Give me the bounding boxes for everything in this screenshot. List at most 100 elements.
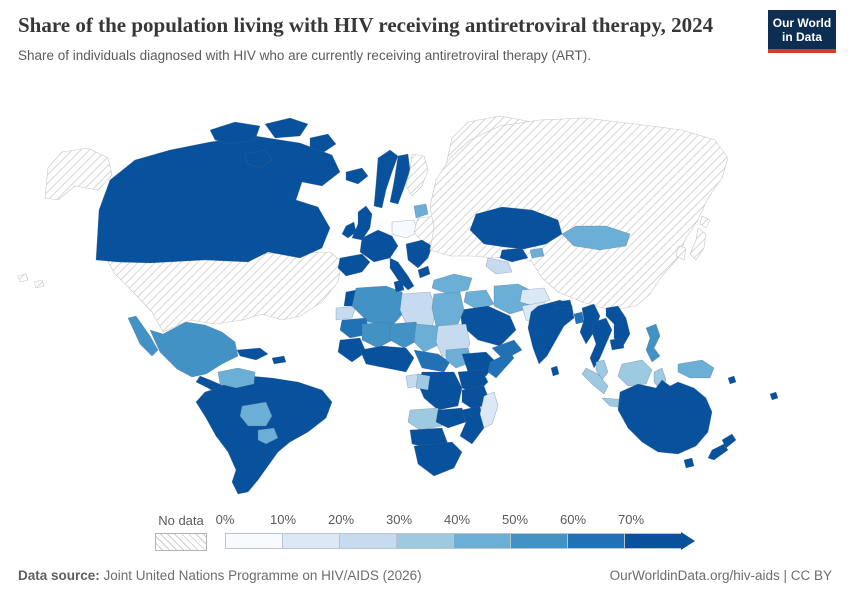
legend-bin-2[interactable] bbox=[339, 533, 397, 549]
map-region-congo[interactable]: Congo bbox=[415, 373, 431, 391]
map-region-uzbekistan[interactable]: Uzbekistan bbox=[499, 247, 529, 263]
map-region-finland[interactable]: Finland bbox=[405, 153, 429, 197]
map-region-norway[interactable]: Norway bbox=[373, 149, 399, 209]
map-region-senegal-guinea[interactable]: Senegal & Guinea bbox=[337, 337, 367, 363]
map-region-new-zealand[interactable]: New Zealand bbox=[707, 433, 737, 461]
map-region-madagascar[interactable]: Madagascar bbox=[479, 391, 499, 429]
map-region-western-sahara[interactable]: Western Sahara bbox=[335, 305, 357, 321]
legend-bin-4[interactable] bbox=[453, 533, 511, 549]
map-region-central-europe[interactable]: Poland & Central Europe bbox=[391, 219, 419, 239]
legend-arrow-70plus bbox=[681, 532, 695, 550]
map-region-algeria[interactable]: Algeria bbox=[351, 285, 407, 327]
owid-logo-text: Our World in Data bbox=[768, 10, 836, 49]
map-region-mali[interactable]: Mali bbox=[361, 321, 397, 349]
map-region-kyrgyzstan[interactable]: Kyrgyzstan bbox=[529, 247, 545, 259]
map-region-mexico[interactable]: Mexico bbox=[127, 315, 239, 378]
map-region-borneo[interactable]: Borneo bbox=[617, 359, 653, 387]
map-region-zambia[interactable]: Zambia bbox=[435, 407, 467, 429]
no-data-hatch-swatch bbox=[155, 533, 207, 551]
map-region-tunisia[interactable]: Tunisia bbox=[393, 279, 405, 293]
map-region-sri-lanka[interactable]: Sri Lanka bbox=[550, 365, 560, 377]
map-region-ireland[interactable]: Ireland bbox=[341, 221, 357, 239]
legend-bin-7[interactable] bbox=[624, 533, 682, 549]
map-region-chad[interactable]: Chad bbox=[413, 323, 441, 353]
world-choropleth-map[interactable]: GreenlandAlaska (United States)United St… bbox=[10, 110, 840, 508]
map-region-sumatra[interactable]: Sumatra (Indonesia) bbox=[581, 367, 609, 395]
map-region-philippines[interactable]: Philippines bbox=[645, 323, 661, 363]
legend-tick-70: 70% bbox=[617, 512, 645, 527]
map-region-turkey[interactable]: Turkey bbox=[431, 273, 473, 295]
legend-tick-10: 10% bbox=[269, 512, 297, 527]
map-region-myanmar[interactable]: Myanmar bbox=[579, 303, 601, 345]
legend-bin-1[interactable] bbox=[282, 533, 340, 549]
data-source-label: Data source: bbox=[18, 568, 100, 583]
map-region-usa[interactable]: United States bbox=[105, 251, 343, 333]
legend-tick-20: 20% bbox=[327, 512, 355, 527]
map-region-iceland[interactable]: Iceland bbox=[345, 167, 369, 185]
map-region-alaska[interactable]: Alaska (United States) bbox=[44, 147, 113, 201]
footer: Data source: Joint United Nations Progra… bbox=[18, 566, 832, 585]
map-region-hispaniola[interactable]: Haiti & Dominican Republic bbox=[271, 355, 287, 365]
legend-tick-60: 60% bbox=[559, 512, 587, 527]
map-region-canada[interactable]: Canada bbox=[95, 135, 341, 264]
owid-logo-accent-bar bbox=[768, 49, 836, 53]
map-region-pacific-islands[interactable]: Pacific Islands bbox=[727, 375, 779, 401]
map-region-hawaii[interactable]: Hawaii (United States) bbox=[17, 273, 45, 289]
data-source-note: Data source: Joint United Nations Progra… bbox=[18, 568, 422, 583]
legend-bin-0[interactable] bbox=[225, 533, 283, 549]
map-region-japan[interactable]: Japan bbox=[689, 215, 711, 261]
map-region-cuba[interactable]: Cuba bbox=[236, 347, 269, 361]
map-region-australia[interactable]: Australia bbox=[617, 379, 713, 455]
legend-bin-5[interactable] bbox=[510, 533, 568, 549]
map-region-bangladesh[interactable]: Bangladesh bbox=[573, 311, 585, 325]
map-region-paraguay[interactable]: Paraguay bbox=[257, 427, 279, 445]
map-region-tasmania[interactable]: Tasmania (Australia) bbox=[683, 457, 695, 469]
map-region-yemen-oman[interactable]: Yemen & Oman bbox=[491, 339, 523, 361]
map-region-west-europe[interactable]: Western Europe (France, Germany) bbox=[359, 229, 399, 263]
map-region-afghanistan[interactable]: Afghanistan bbox=[519, 287, 551, 307]
owid-url-link[interactable]: OurWorldinData.org/hiv-aids | CC BY bbox=[609, 568, 832, 583]
legend-tick-40: 40% bbox=[443, 512, 471, 527]
map-region-korea[interactable]: South Korea bbox=[675, 245, 687, 261]
legend-tick-30: 30% bbox=[385, 512, 413, 527]
map-region-gulf-of-guinea[interactable]: Côte d'Ivoire, Ghana & Nigeria bbox=[359, 345, 415, 373]
legend-bin-6[interactable] bbox=[567, 533, 625, 549]
map-region-nepal[interactable]: Nepal bbox=[553, 299, 573, 310]
map-region-south-africa[interactable]: South Africa bbox=[413, 441, 463, 477]
map-region-venezuela[interactable]: Venezuela bbox=[217, 367, 256, 389]
map-region-canadian-arctic[interactable]: Canadian Arctic Islands bbox=[209, 117, 337, 169]
chart-subtitle: Share of individuals diagnosed with HIV … bbox=[18, 48, 592, 63]
map-region-iberia[interactable]: Spain & Portugal bbox=[337, 253, 371, 277]
map-legend: No data 0% 10% 20% 30% 40% 50% 60% 70% bbox=[155, 511, 703, 551]
header: Share of the population living with HIV … bbox=[18, 10, 836, 65]
map-region-uk[interactable]: United Kingdom bbox=[351, 205, 373, 241]
owid-logo[interactable]: Our World in Data bbox=[768, 10, 836, 53]
legend-bin-3[interactable] bbox=[396, 533, 454, 549]
page-title: Share of the population living with HIV … bbox=[18, 13, 714, 37]
legend-tick-0: 0% bbox=[215, 512, 235, 527]
map-region-egypt[interactable]: Egypt bbox=[431, 291, 465, 327]
map-region-balkans[interactable]: Balkans & Romania bbox=[405, 239, 433, 269]
map-region-turkmenistan[interactable]: Turkmenistan bbox=[485, 257, 513, 275]
map-region-italy[interactable]: Italy bbox=[389, 257, 415, 291]
map-region-cambodia[interactable]: Cambodia bbox=[609, 337, 625, 351]
map-region-mongolia[interactable]: Mongolia bbox=[561, 225, 631, 251]
legend-no-data[interactable]: No data bbox=[155, 512, 207, 551]
map-region-somalia[interactable]: Somalia bbox=[487, 351, 515, 379]
map-region-cameroon-car[interactable]: Cameroon & Central African Republic bbox=[413, 349, 451, 373]
map-region-angola[interactable]: Angola bbox=[407, 407, 443, 431]
legend-tick-50: 50% bbox=[501, 512, 529, 527]
legend-colorbar: 0% 10% 20% 30% 40% 50% 60% 70% bbox=[216, 511, 703, 551]
map-region-india[interactable]: India bbox=[527, 299, 575, 365]
map-region-bolivia[interactable]: Bolivia bbox=[239, 401, 273, 427]
map-region-zimbabwe-mozambique[interactable]: Zimbabwe & Mozambique bbox=[459, 405, 485, 445]
map-region-greece[interactable]: Greece bbox=[417, 265, 431, 279]
map-region-russia-china[interactable]: Russia & China bbox=[429, 117, 729, 311]
map-region-png[interactable]: Papua New Guinea bbox=[677, 359, 715, 379]
map-region-baltics[interactable]: Baltic states bbox=[413, 203, 429, 219]
map-region-niger[interactable]: Niger bbox=[389, 321, 423, 349]
legend-no-data-label: No data bbox=[158, 513, 204, 528]
map-region-sweden[interactable]: Sweden bbox=[389, 153, 411, 205]
map-region-malay-peninsula[interactable]: Peninsular Malaysia bbox=[595, 359, 609, 381]
